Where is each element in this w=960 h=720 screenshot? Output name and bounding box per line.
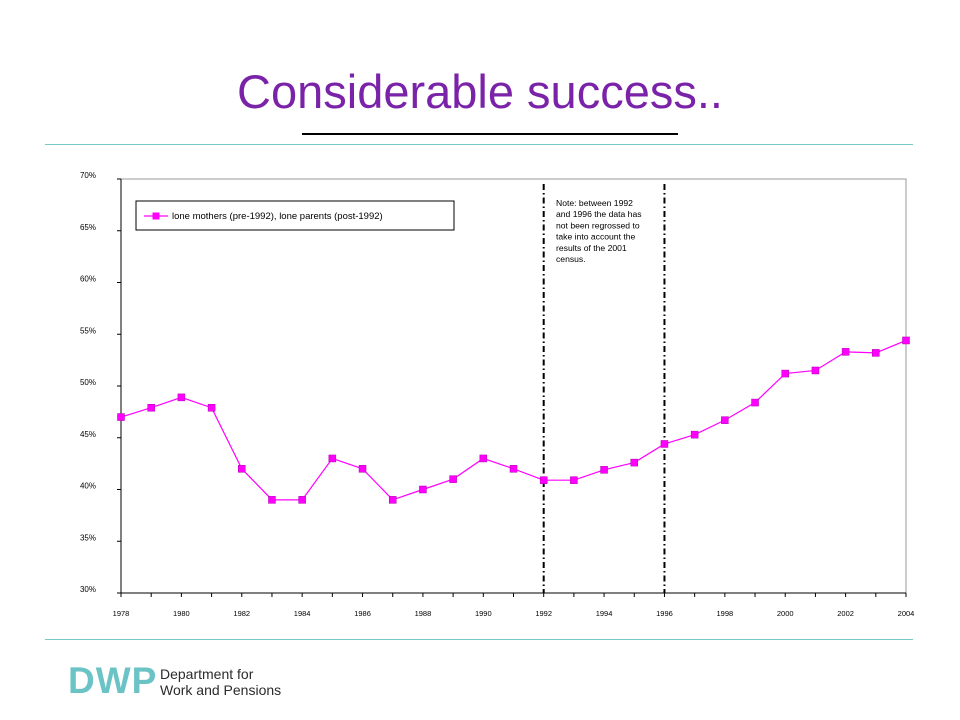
x-tick-label: 1994 [596, 609, 613, 618]
data-point [721, 416, 729, 424]
data-point [600, 466, 608, 474]
annotation-line: take into account the [556, 232, 636, 242]
legend-box [135, 200, 455, 231]
x-tick-label: 2004 [898, 609, 915, 618]
data-point [570, 476, 578, 484]
x-tick-label: 1978 [113, 609, 130, 618]
logo-line-2: Work and Pensions [160, 682, 282, 698]
data-point [811, 366, 820, 375]
plot-area [120, 178, 907, 594]
x-tick-label: 1998 [717, 609, 734, 618]
annotation-line: Note: between 1992 [556, 198, 633, 208]
y-tick-label: 30% [80, 585, 96, 594]
legend-label: lone mothers (pre-1992), lone parents (p… [172, 211, 383, 222]
x-tick-label: 1996 [656, 609, 673, 618]
series-line [120, 339, 907, 501]
data-point [630, 458, 639, 467]
x-tick-label: 1992 [535, 609, 552, 618]
data-point [902, 336, 910, 345]
data-point [660, 440, 669, 448]
x-tick-label: 1986 [354, 609, 371, 618]
x-tick-label: 1988 [415, 609, 432, 618]
x-tick-label: 1980 [173, 609, 190, 618]
y-tick-label: 40% [80, 482, 96, 491]
bottom-divider [45, 639, 913, 640]
data-point [388, 496, 397, 504]
y-tick-label: 60% [80, 275, 96, 284]
annotation-line: census. [556, 254, 586, 264]
data-point [207, 403, 216, 412]
y-tick-label: 70% [80, 171, 96, 180]
line-chart: 30% 35% 40% 45% 50% 55% 60% 65% 70% 1978 1980 1982 1… [80, 171, 915, 618]
data-point [690, 430, 699, 439]
data-point [841, 348, 850, 356]
y-tick-label: 45% [80, 430, 96, 439]
data-point [781, 369, 789, 378]
data-point [419, 485, 427, 494]
annotation-line: not been regrossed to [556, 220, 640, 230]
x-tick-label: 1982 [233, 609, 250, 618]
top-divider [45, 144, 913, 145]
data-point [479, 454, 488, 463]
legend-marker [152, 212, 160, 220]
slide-title: Considerable success.. [237, 65, 723, 118]
data-point [268, 496, 276, 504]
logo-line-1: Department for [160, 666, 254, 682]
y-tick-label: 55% [80, 326, 96, 335]
chart-annotation: Note: between 1992 and 1996 the data has n… [556, 198, 642, 264]
annotation-line: and 1996 the data has [556, 209, 642, 219]
data-point [539, 476, 548, 484]
y-tick-label: 65% [80, 223, 96, 232]
data-point [328, 454, 337, 463]
data-point [358, 465, 367, 473]
annotation-line: results of the 2001 [556, 243, 627, 253]
data-point [509, 465, 518, 473]
x-tick-label: 2002 [837, 609, 854, 618]
data-point [177, 393, 186, 402]
data-point [449, 475, 457, 483]
data-point [147, 403, 155, 412]
data-point [238, 465, 246, 473]
y-tick-label: 50% [80, 378, 96, 387]
data-point [872, 349, 880, 357]
logo-text: Department for Work and Pensions [160, 666, 281, 698]
x-tick-label: 2000 [777, 609, 794, 618]
data-point [298, 496, 306, 504]
logo-mark: DWP [68, 660, 158, 701]
title-underline [302, 133, 678, 135]
data-point [751, 398, 759, 407]
x-tick-label: 1984 [294, 609, 311, 618]
data-point [117, 413, 125, 421]
x-tick-label: 1990 [475, 609, 492, 618]
y-tick-label: 35% [80, 533, 96, 542]
